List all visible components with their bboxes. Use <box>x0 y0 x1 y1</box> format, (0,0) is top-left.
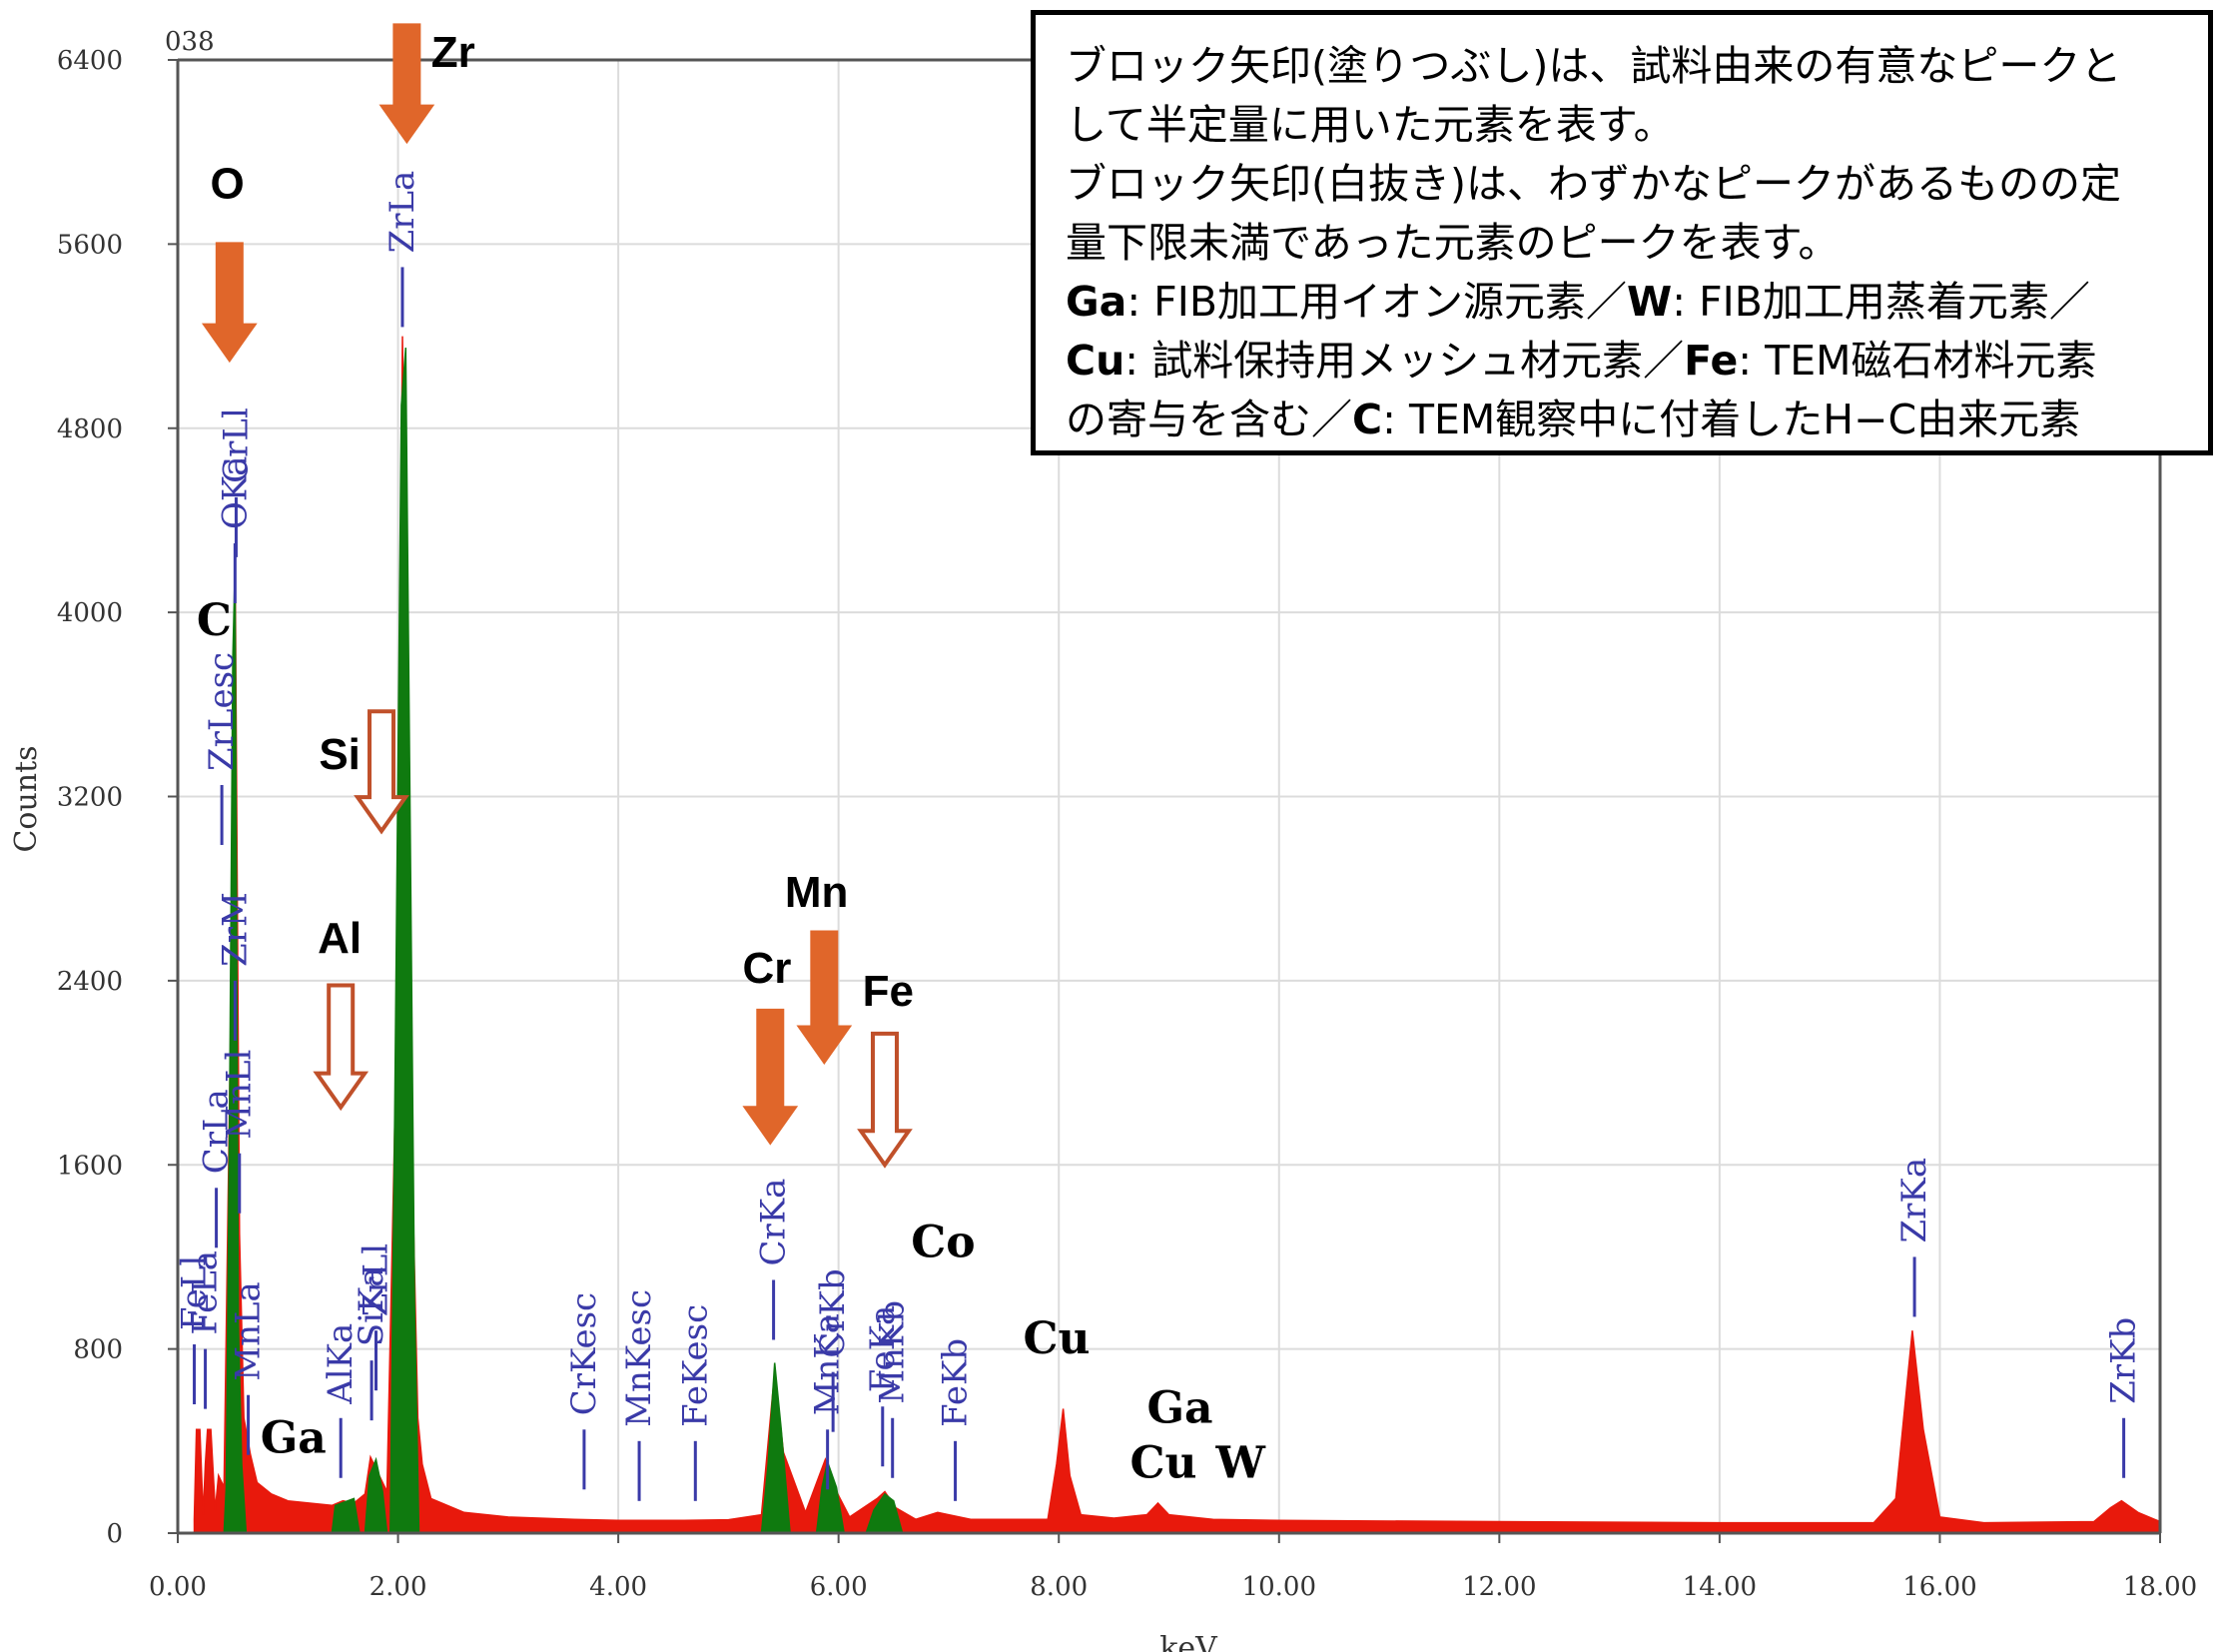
filled-arrow <box>201 242 258 364</box>
y-axis-title: Counts <box>9 745 44 852</box>
marker-label: CrLa <box>197 1089 237 1174</box>
x-tick-label: 0.00 <box>149 1572 207 1602</box>
marker-label: ZrLa <box>382 171 422 254</box>
element-label: Co <box>911 1217 975 1267</box>
x-tick-label: 4.00 <box>589 1572 647 1602</box>
y-tick-label: 2400 <box>57 967 123 997</box>
x-tick-label: 2.00 <box>370 1572 427 1602</box>
filled-arrow <box>742 1008 799 1146</box>
legend-fe-text: : TEM磁石材料元素 <box>1738 337 2097 385</box>
marker-label: CrLl <box>216 408 256 483</box>
element-label: Fe <box>863 967 914 1016</box>
legend-line-7: の寄与を含む／C: TEM観察中に付着したH−C由来元素 <box>1066 391 2182 449</box>
spectrum-red-series <box>193 336 2161 1534</box>
legend-w-key: W <box>1626 278 1673 326</box>
y-tick-label: 3200 <box>57 783 123 813</box>
marker-label: ZrLl <box>357 1243 396 1316</box>
element-label: O <box>211 159 245 208</box>
filled-arrow <box>378 23 435 145</box>
corner-label: 038 <box>165 27 215 57</box>
red-spectrum-area <box>193 336 2161 1534</box>
x-tick-label: 18.00 <box>2123 1572 2197 1602</box>
marker-label: AlKa <box>321 1323 361 1405</box>
element-label: Ga <box>1146 1382 1212 1433</box>
x-axis-title: keV <box>1159 1631 1218 1652</box>
hollow-arrow <box>313 983 370 1112</box>
element-label: W <box>1214 1438 1265 1489</box>
marker-label: CrKb <box>813 1268 853 1357</box>
element-label: Cu <box>1129 1438 1196 1489</box>
legend-line-3: ブロック矢印(白抜き)は、わずかなピークがあるものの定 <box>1066 160 2121 208</box>
legend-box: ブロック矢印(塗りつぶし)は、試料由来の有意なピークと して半定量に用いた元素を… <box>1031 10 2213 455</box>
element-label: C <box>197 595 232 646</box>
marker-label: FeLa <box>186 1250 226 1335</box>
y-tick-label: 6400 <box>57 46 123 76</box>
element-label: Cu <box>1024 1313 1091 1364</box>
x-tick-label: 8.00 <box>1030 1572 1088 1602</box>
x-tick-label: 10.00 <box>1242 1572 1316 1602</box>
legend-line-1: ブロック矢印(塗りつぶし)は、試料由来の有意なピークと <box>1066 42 2122 90</box>
legend-cu-key: Cu <box>1066 337 1125 385</box>
filled-arrow <box>796 930 853 1066</box>
legend-ga-text: : FIB加工用イオン源元素／ <box>1126 278 1627 326</box>
x-tick-label: 14.00 <box>1683 1572 1757 1602</box>
marker-label: FeKa <box>863 1305 903 1393</box>
legend-cu-text: : 試料保持用メッシュ材元素／ <box>1124 337 1685 385</box>
element-label: Zr <box>431 28 475 77</box>
y-tick-label: 1600 <box>57 1151 123 1181</box>
y-tick-label: 4000 <box>57 598 123 628</box>
marker-label: MnLa <box>229 1281 269 1381</box>
element-arrows <box>201 23 913 1169</box>
legend-line-6: Cu: 試料保持用メッシュ材元素／Fe: TEM磁石材料元素 <box>1066 332 2182 391</box>
marker-label: MnLl <box>220 1050 260 1140</box>
element-label: Al <box>318 914 362 963</box>
marker-label: ZrLesc <box>202 652 242 771</box>
marker-label: CrKa <box>754 1179 794 1266</box>
marker-label: FeKb <box>936 1338 976 1427</box>
x-tick-label: 12.00 <box>1462 1572 1536 1602</box>
legend-line-2: して半定量に用いた元素を表す。 <box>1066 101 1675 149</box>
y-tick-label: 5600 <box>57 230 123 260</box>
legend-fe-key: Fe <box>1684 337 1739 385</box>
legend-w-text: : FIB加工用蒸着元素／ <box>1672 278 2090 326</box>
marker-label: MnKb <box>873 1300 913 1404</box>
marker-label: CrKesc <box>564 1292 604 1415</box>
legend-line-5: Ga: FIB加工用イオン源元素／W: FIB加工用蒸着元素／ <box>1066 273 2182 332</box>
legend-c-text: : TEM観察中に付着したH−C由来元素 <box>1382 396 2081 443</box>
hollow-arrow <box>354 709 409 835</box>
legend-line-4: 量下限未満であった元素のピークを表す。 <box>1066 219 1840 267</box>
marker-label: MnKa <box>808 1313 848 1415</box>
y-tick-label: 0 <box>106 1519 123 1549</box>
element-label: Cr <box>743 944 792 993</box>
y-tick-label: 4800 <box>57 414 123 444</box>
marker-label: ZrKa <box>1894 1158 1934 1243</box>
element-label: Mn <box>785 868 849 917</box>
y-tick-label: 800 <box>73 1335 123 1365</box>
element-label: Ga <box>261 1412 327 1463</box>
marker-label: FeKesc <box>675 1304 715 1427</box>
marker-label: ZrM <box>215 892 255 967</box>
marker-label: SiKa <box>352 1266 391 1346</box>
marker-label: ZrKb <box>2104 1317 2144 1404</box>
x-tick-label: 6.00 <box>810 1572 868 1602</box>
marker-label: MnKesc <box>619 1289 659 1427</box>
axis-ticks: 0.00 2.00 4.00 6.00 8.00 10.00 12.00 14.00 16.00… <box>57 46 2197 1602</box>
legend-ga-key: Ga <box>1066 278 1127 326</box>
element-label: Si <box>319 730 361 779</box>
legend-c-key: C <box>1352 396 1383 443</box>
x-tick-label: 16.00 <box>1902 1572 1976 1602</box>
marker-label: FeLl <box>175 1255 215 1330</box>
hollow-arrow <box>857 1031 913 1169</box>
legend-line-7a: の寄与を含む／ <box>1066 396 1352 443</box>
